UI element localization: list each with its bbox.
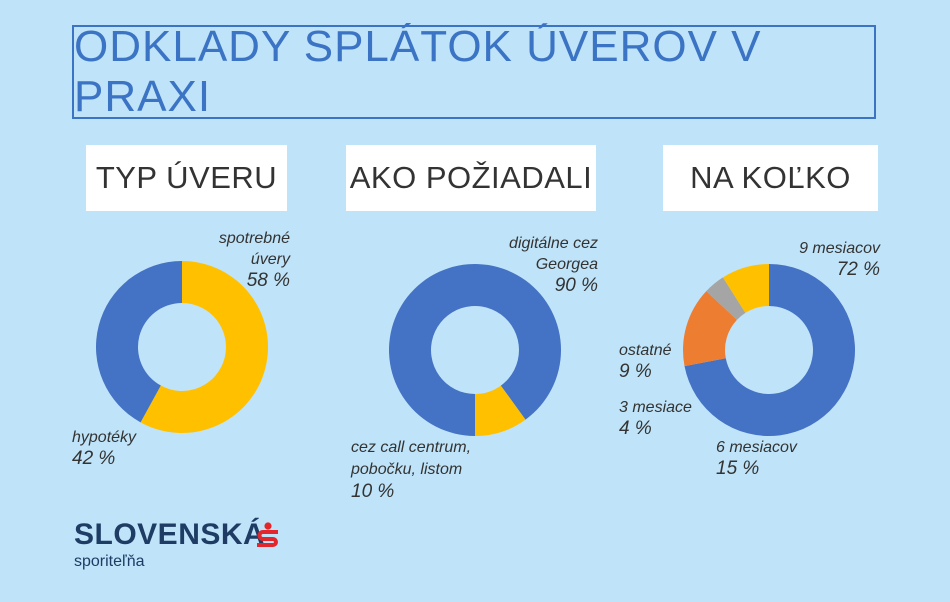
label-digitalne: digitálne cez Georgea 90 % xyxy=(480,233,598,296)
label-text-line: hypotéky xyxy=(72,429,137,446)
donut-slice-digitálne-cez-georgea xyxy=(389,264,561,436)
label-ostatne: ostatné 9 % xyxy=(619,340,671,382)
value-label: 42 % xyxy=(72,448,116,469)
donut-slice-cez-call-centrum-pobočku-listom xyxy=(475,385,526,436)
value-label: 72 % xyxy=(836,259,880,280)
brand-logo: SLOVENSKÁ sporiteľňa xyxy=(74,518,278,572)
chart-2-title: AKO POŽIADALI xyxy=(346,145,596,211)
label-text-line: ostatné xyxy=(619,342,672,359)
donut-slice-ostatné xyxy=(722,264,769,313)
donut-chart-typ-uveru xyxy=(95,261,268,433)
donut-slice-3-mesiace xyxy=(706,277,746,320)
donut-slice-6-mesiacov xyxy=(683,291,737,367)
label-hypoteky: hypotéky 42 % xyxy=(72,427,136,469)
label-text-line: spotrebné xyxy=(218,230,290,247)
label-text-line: Georgea xyxy=(535,256,598,273)
value-label: 9 % xyxy=(619,361,652,382)
chart-1-title: TYP ÚVERU xyxy=(86,145,287,211)
label-text-line: digitálne cez xyxy=(509,235,598,252)
page-title: ODKLADY SPLÁTOK ÚVEROV V PRAXI xyxy=(74,22,762,121)
label-6-mesiacov: 6 mesiacov 15 % xyxy=(716,437,797,479)
chart-3-title: NA KOĽKO xyxy=(663,145,878,211)
value-label: 4 % xyxy=(619,418,652,439)
donut-chart-ako-poziadali xyxy=(389,264,561,436)
donut-slice-hypotéky xyxy=(95,261,182,423)
label-9-mesiacov: 9 mesiacov 72 % xyxy=(760,238,880,280)
label-spotrebne-uvery: spotrebné úvery 58 % xyxy=(190,228,290,291)
label-3-mesiace: 3 mesiace 4 % xyxy=(619,397,692,439)
title-box: ODKLADY SPLÁTOK ÚVEROV V PRAXI xyxy=(72,22,876,121)
value-label: 15 % xyxy=(716,458,760,479)
label-call-centrum: cez call centrum, pobočku, listom 10 % xyxy=(351,437,471,503)
donut-slice-spotrebné-úvery xyxy=(140,261,268,433)
s-logo-icon xyxy=(257,522,278,547)
donut-chart-na-kolko xyxy=(683,264,855,436)
value-label: 90 % xyxy=(554,275,598,296)
brand-sub: sporiteľňa xyxy=(74,553,145,570)
donut-slice-9-mesiacov xyxy=(684,264,855,436)
label-text-line: cez call centrum, xyxy=(351,439,472,456)
value-label: 58 % xyxy=(246,270,290,291)
label-text-line: 6 mesiacov xyxy=(716,439,797,456)
brand-name: SLOVENSKÁ xyxy=(74,518,266,551)
label-text-line: 9 mesiacov xyxy=(799,240,880,257)
label-text-line: 3 mesiace xyxy=(619,399,692,416)
value-label: 10 % xyxy=(351,481,395,502)
label-text-line: pobočku, listom xyxy=(351,461,463,478)
label-text-line: úvery xyxy=(250,251,290,268)
